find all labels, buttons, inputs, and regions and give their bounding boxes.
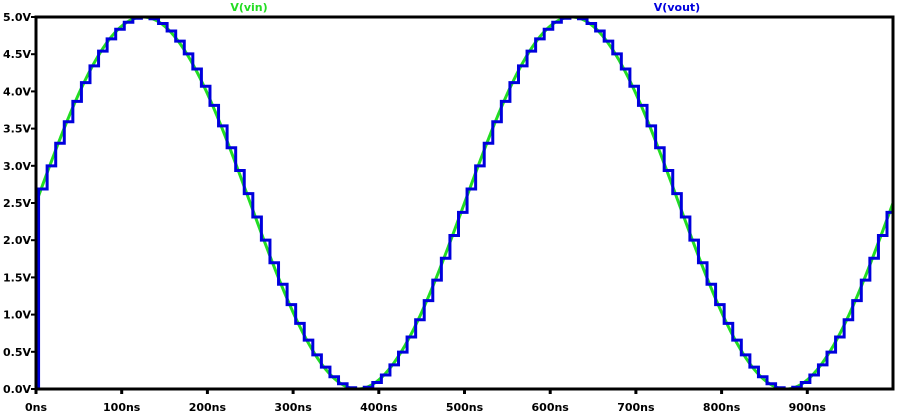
legend-vin[interactable]: V(vin) bbox=[230, 1, 267, 14]
y-tick-label: 0.5V bbox=[3, 346, 31, 359]
x-tick-label: 600ns bbox=[532, 401, 570, 414]
x-tick-label: 400ns bbox=[360, 401, 398, 414]
vout-trace bbox=[36, 15, 893, 391]
x-tick-label: 0ns bbox=[25, 401, 47, 414]
x-tick-label: 900ns bbox=[789, 401, 827, 414]
legend-vout[interactable]: V(vout) bbox=[654, 1, 700, 14]
y-tick-label: 3.0V bbox=[3, 160, 31, 173]
y-tick-label: 1.5V bbox=[3, 271, 31, 284]
x-tick-label: 700ns bbox=[617, 401, 655, 414]
waveform-traces bbox=[34, 15, 895, 391]
y-tick-label: 0.0V bbox=[3, 383, 31, 396]
y-tick-label: 3.5V bbox=[3, 123, 31, 136]
x-tick-label: 200ns bbox=[189, 401, 227, 414]
x-tick-label: 100ns bbox=[103, 401, 141, 414]
y-tick-label: 4.0V bbox=[3, 85, 31, 98]
x-tick-label: 300ns bbox=[274, 401, 312, 414]
y-tick-label: 4.5V bbox=[3, 48, 31, 61]
x-tick-label: 500ns bbox=[446, 401, 484, 414]
y-tick-label: 2.0V bbox=[3, 234, 31, 247]
y-tick-label: 5.0V bbox=[3, 11, 31, 24]
x-axis: 0ns 100ns 200ns 300ns 400ns 500ns 600ns 700ns 80… bbox=[25, 389, 826, 414]
vin-trace bbox=[34, 15, 895, 391]
y-axis: 0.0V 0.5V 1.0V 1.5V 2.0V 2.5V 3.0V 3.5V 4.0V 4.5V… bbox=[3, 11, 36, 396]
x-tick-label: 800ns bbox=[703, 401, 741, 414]
y-tick-label: 1.0V bbox=[3, 309, 31, 322]
y-tick-label: 2.5V bbox=[3, 197, 31, 210]
